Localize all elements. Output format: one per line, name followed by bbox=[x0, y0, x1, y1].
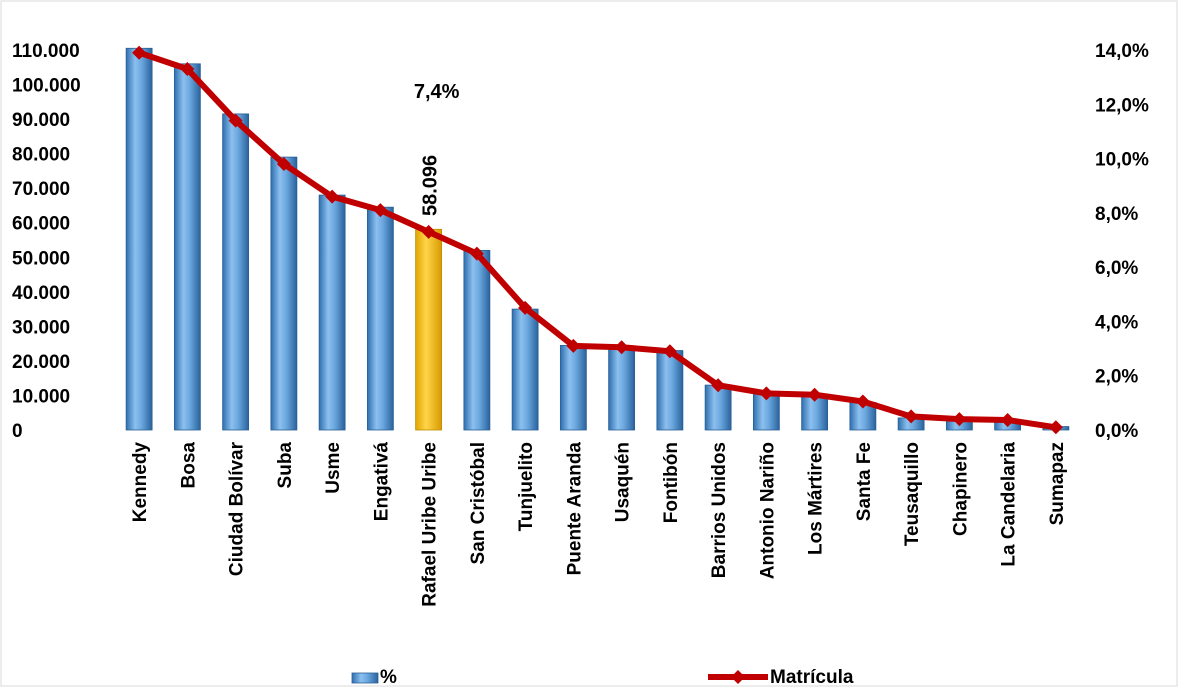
bar-4 bbox=[318, 194, 346, 431]
right-tick-label: 6,0% bbox=[1095, 258, 1138, 279]
legend-label-line: Matrícula bbox=[770, 667, 854, 687]
left-tick-label: 70.000 bbox=[12, 179, 70, 200]
line-point-17 bbox=[952, 412, 967, 427]
line-point-19 bbox=[1048, 420, 1063, 435]
left-tick-label: 100.000 bbox=[12, 76, 81, 97]
bar-6 bbox=[415, 228, 443, 431]
right-tick-label: 12,0% bbox=[1095, 95, 1149, 116]
line-point-14 bbox=[807, 387, 822, 402]
bar-7 bbox=[463, 249, 491, 431]
category-label: Rafael Uribe Uribe bbox=[420, 442, 441, 607]
right-tick-label: 0,0% bbox=[1095, 421, 1138, 442]
line-point-9 bbox=[566, 338, 581, 353]
category-label: Usme bbox=[323, 442, 344, 494]
right-tick-label: 14,0% bbox=[1095, 41, 1149, 62]
line-point-15 bbox=[855, 394, 870, 409]
category-label: Suba bbox=[275, 442, 296, 489]
right-tick-label: 2,0% bbox=[1095, 367, 1138, 388]
left-tick-label: 110.000 bbox=[12, 41, 80, 62]
left-tick-label: 10.000 bbox=[12, 386, 70, 407]
category-label: Barrios Unidos bbox=[709, 442, 730, 578]
category-label: Los Mártires bbox=[806, 442, 827, 555]
category-label: Tunjuelito bbox=[516, 442, 537, 531]
left-tick-label: 0 bbox=[12, 421, 23, 442]
category-label: Antonio Nariño bbox=[757, 442, 778, 579]
left-tick-label: 40.000 bbox=[12, 283, 70, 304]
category-label: Puente Aranda bbox=[564, 442, 585, 576]
category-label: Sumapaz bbox=[1047, 442, 1068, 525]
right-tick-label: 10,0% bbox=[1095, 150, 1149, 171]
line-point-12 bbox=[711, 378, 726, 393]
category-label: La Candelaria bbox=[999, 442, 1020, 567]
left-tick-label: 80.000 bbox=[12, 145, 70, 166]
bar-0 bbox=[125, 47, 153, 431]
line-point-4 bbox=[325, 189, 340, 204]
bar-5 bbox=[366, 206, 394, 431]
left-tick-label: 90.000 bbox=[12, 110, 70, 131]
line-point-8 bbox=[518, 300, 533, 315]
category-label: Teusaquillo bbox=[902, 442, 923, 546]
category-label: Fontibón bbox=[661, 442, 682, 523]
bar-8 bbox=[511, 308, 539, 431]
category-label: Engativá bbox=[371, 442, 392, 522]
left-tick-label: 30.000 bbox=[12, 317, 70, 338]
bar-9 bbox=[559, 344, 587, 431]
category-label: Usaquén bbox=[613, 442, 634, 522]
right-tick-label: 4,0% bbox=[1095, 312, 1138, 333]
category-label: Bosa bbox=[178, 442, 199, 489]
line-point-16 bbox=[904, 409, 919, 424]
bar-2 bbox=[222, 113, 250, 431]
bar-11 bbox=[656, 350, 684, 431]
line-point-11 bbox=[662, 344, 677, 359]
category-label: Santa Fe bbox=[854, 442, 875, 521]
line-point-5 bbox=[373, 203, 388, 218]
bar-14 bbox=[801, 395, 829, 431]
left-tick-label: 50.000 bbox=[12, 248, 70, 269]
line-point-0 bbox=[132, 45, 147, 60]
line-point-3 bbox=[276, 157, 291, 171]
bar-3 bbox=[270, 156, 298, 431]
line-point-7 bbox=[469, 246, 484, 261]
line-point-2 bbox=[228, 113, 243, 128]
right-tick-label: 8,0% bbox=[1095, 204, 1138, 225]
bar-10 bbox=[608, 346, 636, 431]
legend-label-bar: % bbox=[380, 667, 397, 687]
bar-12 bbox=[704, 384, 732, 431]
bar-1 bbox=[173, 63, 201, 431]
category-label: Ciudad Bolívar bbox=[227, 441, 248, 576]
legend-swatch-marker bbox=[731, 670, 745, 684]
category-label: Kennedy bbox=[130, 442, 151, 523]
legend-swatch-bar bbox=[351, 672, 379, 684]
line-series-matricula bbox=[138, 49, 1057, 431]
line-point-13 bbox=[759, 386, 774, 401]
category-label: Chapinero bbox=[950, 442, 971, 536]
left-tick-label: 20.000 bbox=[12, 352, 70, 373]
category-label: San Cristóbal bbox=[468, 442, 489, 564]
bar-value-label: 58.096 bbox=[420, 155, 442, 216]
line-value-label: 7,4% bbox=[414, 81, 460, 103]
line-point-6 bbox=[421, 224, 436, 239]
line-point-18 bbox=[1000, 412, 1015, 427]
line-point-10 bbox=[614, 340, 629, 355]
line-point-1 bbox=[180, 62, 195, 76]
left-tick-label: 60.000 bbox=[12, 214, 70, 235]
